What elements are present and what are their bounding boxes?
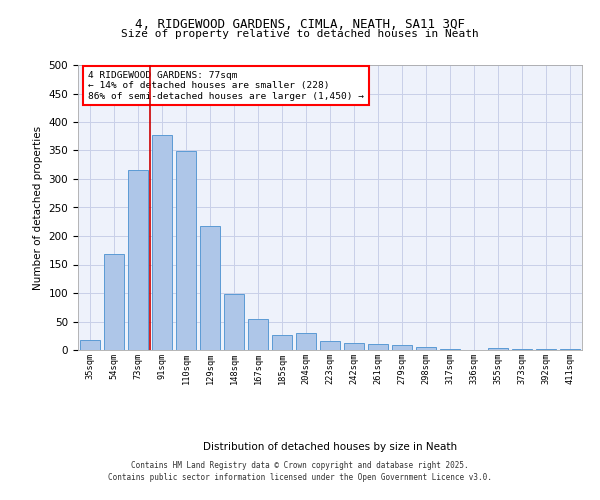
Bar [416, 346, 436, 350]
Bar [368, 344, 388, 350]
Bar [392, 346, 412, 350]
Bar [224, 294, 244, 350]
Bar [320, 342, 340, 350]
Bar [344, 343, 364, 350]
Text: Contains HM Land Registry data © Crown copyright and database right 2025.
Contai: Contains HM Land Registry data © Crown c… [108, 461, 492, 482]
Y-axis label: Number of detached properties: Number of detached properties [33, 126, 43, 290]
Bar [248, 318, 268, 350]
Bar [128, 170, 148, 350]
Bar [488, 348, 508, 350]
Text: Size of property relative to detached houses in Neath: Size of property relative to detached ho… [121, 29, 479, 39]
Text: 4 RIDGEWOOD GARDENS: 77sqm
← 14% of detached houses are smaller (228)
86% of sem: 4 RIDGEWOOD GARDENS: 77sqm ← 14% of deta… [88, 70, 364, 101]
Text: Distribution of detached houses by size in Neath: Distribution of detached houses by size … [203, 442, 457, 452]
Bar [104, 254, 124, 350]
Bar [152, 134, 172, 350]
Bar [272, 335, 292, 350]
Bar [296, 333, 316, 350]
Text: 4, RIDGEWOOD GARDENS, CIMLA, NEATH, SA11 3QF: 4, RIDGEWOOD GARDENS, CIMLA, NEATH, SA11… [135, 18, 465, 30]
Bar [80, 340, 100, 350]
Bar [176, 151, 196, 350]
Bar [200, 226, 220, 350]
